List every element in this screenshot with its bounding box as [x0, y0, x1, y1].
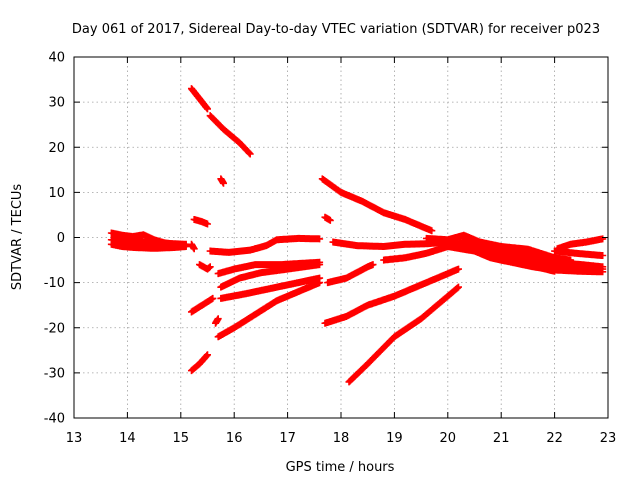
data-series	[187, 85, 211, 113]
y-tick-label: -30	[44, 366, 65, 381]
y-tick-label: -20	[44, 321, 65, 336]
data-points-marks	[318, 175, 436, 235]
data-points-marks	[217, 175, 227, 187]
data-series	[217, 261, 324, 291]
y-axis-ticks: -40 -30 -20 -10 0 10 20 30 40	[44, 51, 608, 427]
data-series	[187, 351, 211, 375]
data-points-marks	[465, 245, 607, 276]
data-series	[195, 261, 214, 273]
data-series	[551, 247, 607, 259]
data-series	[324, 261, 377, 287]
x-tick-label: 18	[333, 431, 350, 446]
data-points-marks	[187, 85, 211, 113]
data-series	[345, 283, 462, 386]
data-points-marks	[551, 247, 607, 259]
data-points-marks	[206, 112, 254, 158]
data-series	[107, 236, 190, 248]
data-points-marks	[187, 294, 217, 316]
x-tick-label: 23	[600, 431, 617, 446]
x-tick-label: 16	[226, 431, 243, 446]
data-points-marks	[206, 234, 324, 256]
data-points-marks	[214, 279, 324, 341]
data-series	[206, 112, 254, 158]
data-series	[321, 213, 334, 224]
data-series	[380, 238, 607, 273]
x-tick-label: 15	[173, 431, 190, 446]
x-tick-label: 20	[440, 431, 457, 446]
data-points-marks	[345, 283, 462, 386]
data-series	[217, 274, 324, 302]
data-points-marks	[217, 261, 324, 291]
y-tick-label: 30	[48, 96, 65, 111]
y-axis-label: SDTVAR / TECUs	[10, 184, 25, 291]
data-points-marks	[217, 274, 324, 302]
data-points-marks	[380, 238, 607, 273]
data-series	[465, 245, 607, 276]
x-tick-label: 13	[66, 431, 83, 446]
data-series	[206, 234, 324, 256]
data-series	[187, 294, 217, 316]
data-points-marks	[187, 351, 211, 375]
y-tick-label: 20	[48, 141, 65, 156]
data-series	[321, 265, 462, 327]
data-points-marks	[107, 236, 190, 248]
data-series	[187, 240, 198, 253]
x-tick-label: 19	[386, 431, 403, 446]
y-tick-label: 0	[57, 231, 65, 246]
x-axis-label: GPS time / hours	[286, 460, 395, 475]
data-points-marks	[190, 215, 211, 228]
x-tick-label: 17	[279, 431, 296, 446]
y-tick-label: -40	[44, 412, 65, 427]
data-points	[107, 85, 607, 386]
data-points-marks	[422, 231, 575, 264]
data-series	[212, 315, 222, 327]
data-series	[318, 175, 436, 235]
data-points-marks	[324, 261, 377, 287]
x-axis-ticks: 13 14 15 16 17 18 19 20 21 22 23	[66, 57, 617, 446]
data-points-marks	[187, 240, 198, 253]
data-points-marks	[212, 315, 222, 327]
chart-title: Day 061 of 2017, Sidereal Day-to-day VTE…	[72, 22, 600, 37]
data-points-marks	[321, 213, 334, 224]
y-tick-label: -10	[44, 276, 65, 291]
x-tick-label: 14	[119, 431, 136, 446]
data-series	[422, 231, 575, 264]
data-points-marks	[195, 261, 214, 273]
data-series	[217, 175, 227, 187]
y-tick-label: 40	[48, 51, 65, 66]
x-tick-label: 22	[546, 431, 563, 446]
data-series	[214, 279, 324, 341]
data-points-marks	[321, 265, 462, 327]
y-tick-label: 10	[48, 186, 65, 201]
x-tick-label: 21	[493, 431, 510, 446]
data-series	[190, 215, 211, 228]
